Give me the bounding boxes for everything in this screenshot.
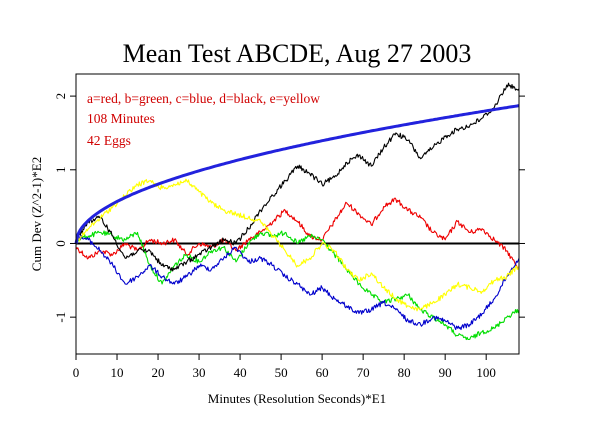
axes-group: 0 10 20 30 40 50 60 70 80 90 100 -1 0 1 2 [53,73,525,380]
x-tick-label: 80 [398,365,411,380]
x-tick-label: 20 [152,365,165,380]
y-tick-label: -1 [53,312,68,323]
x-tick-label: 70 [357,365,370,380]
x-tick-label: 30 [193,365,206,380]
series-line-e [75,178,520,312]
series-group [74,82,520,341]
x-tick-label: 10 [111,365,124,380]
x-axis-label: Minutes (Resolution Seconds)*E1 [208,391,386,406]
y-tick-label: 2 [53,93,68,100]
y-axis-label: Cum Dev (Z^2-1)*E2 [29,157,44,271]
y-tick-label: 0 [53,240,68,247]
series-line-a [75,197,520,270]
x-tick-label: 60 [316,365,329,380]
envelope-curve [74,104,520,244]
x-tick-label: 40 [234,365,247,380]
series-line-c [75,234,520,331]
x-tick-label: 90 [439,365,452,380]
plot-frame [75,73,520,355]
legend-annotation: a=red, b=green, c=blue, d=black, e=yello… [87,91,320,106]
y-tick-label: 1 [53,167,68,174]
x-tick-label: 0 [73,365,80,380]
x-tick-label: 100 [476,365,496,380]
x-tick-label: 50 [275,365,288,380]
annotation-group: a=red, b=green, c=blue, d=black, e=yello… [87,91,320,148]
chart-title: Mean Test ABCDE, Aug 27 2003 [123,39,472,68]
eggs-annotation: 42 Eggs [87,133,131,148]
series-line-d [75,82,520,272]
minutes-annotation: 108 Minutes [87,111,155,126]
